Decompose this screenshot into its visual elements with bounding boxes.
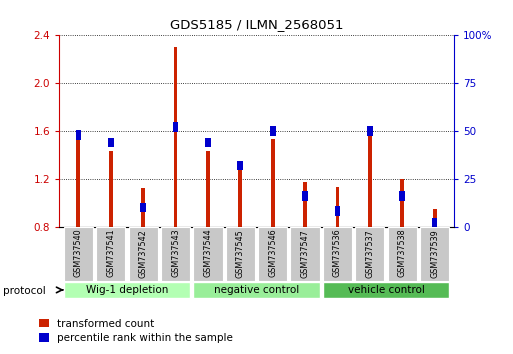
Text: GSM737537: GSM737537 <box>365 229 374 278</box>
Bar <box>432 209 437 227</box>
Bar <box>368 135 372 227</box>
Text: GSM737544: GSM737544 <box>204 229 212 278</box>
Bar <box>129 227 158 281</box>
Bar <box>302 191 308 201</box>
Bar <box>270 126 275 136</box>
Bar <box>108 138 114 147</box>
Text: GSM737546: GSM737546 <box>268 229 277 278</box>
Bar <box>140 202 146 212</box>
Text: negative control: negative control <box>214 285 299 295</box>
Bar <box>96 227 125 281</box>
Text: GSM737538: GSM737538 <box>398 229 407 278</box>
Bar <box>388 227 417 281</box>
Legend: transformed count, percentile rank within the sample: transformed count, percentile rank withi… <box>35 315 237 347</box>
Bar <box>76 137 81 227</box>
Bar <box>356 227 384 281</box>
Bar <box>400 179 404 227</box>
Bar <box>75 130 82 139</box>
Bar <box>431 218 438 228</box>
Bar <box>226 227 255 281</box>
Text: GSM737540: GSM737540 <box>74 229 83 278</box>
Bar <box>303 182 307 227</box>
Bar <box>334 206 340 216</box>
Bar <box>64 227 93 281</box>
Bar <box>367 126 373 136</box>
Text: protocol: protocol <box>3 286 45 296</box>
Bar <box>239 169 242 227</box>
Text: GSM737543: GSM737543 <box>171 229 180 278</box>
Bar <box>323 227 352 281</box>
Bar <box>420 227 449 281</box>
Bar <box>109 151 113 227</box>
Bar <box>271 139 274 227</box>
Bar <box>258 227 287 281</box>
Bar <box>141 188 145 227</box>
Bar <box>193 227 223 281</box>
Text: GSM737536: GSM737536 <box>333 229 342 278</box>
Bar <box>290 227 320 281</box>
Bar <box>161 227 190 281</box>
Bar <box>64 282 190 298</box>
Bar <box>238 161 243 170</box>
Text: GSM737541: GSM737541 <box>106 229 115 278</box>
Bar <box>205 138 211 147</box>
Bar <box>323 282 449 298</box>
Title: GDS5185 / ILMN_2568051: GDS5185 / ILMN_2568051 <box>170 18 343 32</box>
Bar <box>336 187 340 227</box>
Bar <box>206 151 210 227</box>
Text: Wig-1 depletion: Wig-1 depletion <box>86 285 168 295</box>
Bar <box>173 122 179 132</box>
Text: GSM737539: GSM737539 <box>430 229 439 278</box>
Bar <box>173 47 177 227</box>
Bar <box>193 282 320 298</box>
Bar <box>399 191 405 201</box>
Text: GSM737545: GSM737545 <box>236 229 245 278</box>
Text: GSM737547: GSM737547 <box>301 229 309 278</box>
Text: vehicle control: vehicle control <box>348 285 424 295</box>
Text: GSM737542: GSM737542 <box>139 229 148 278</box>
